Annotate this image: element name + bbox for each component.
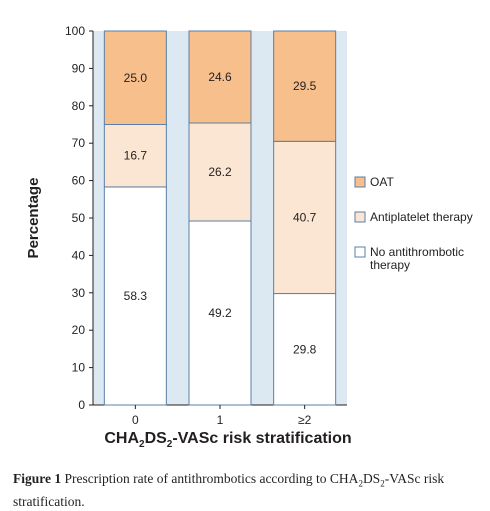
legend-label-oat: OAT: [370, 175, 394, 189]
caption-part-3: 2: [380, 478, 385, 489]
y-tick-label-30: 30: [72, 286, 86, 300]
data-label-0-antiplatelet-therapy: 16.7: [124, 149, 148, 163]
x-axis-label-part-1: 2: [139, 439, 145, 451]
y-tick-label-0: 0: [78, 398, 85, 412]
bar-1-oat: [188, 30, 252, 124]
data-label-0-no-antithrombotic-therapy: 58.3: [124, 289, 148, 303]
y-tick-label-60: 60: [72, 174, 86, 188]
y-tick-label-40: 40: [72, 248, 86, 262]
x-axis-label-part-0: CHA: [104, 430, 139, 447]
data-label-≥2-no-antithrombotic-therapy: 29.8: [293, 342, 317, 356]
bar-0-antiplatelet-therapy: [103, 124, 167, 188]
figure-caption: Figure 1 Prescription rate of antithromb…: [13, 470, 483, 511]
bar-1-no-antithrombotic-therapy: [188, 220, 252, 406]
data-label-≥2-antiplatelet-therapy: 40.7: [293, 210, 317, 224]
legend-swatch-oat: [354, 176, 366, 188]
x-axis-label-part-2: DS: [144, 430, 167, 447]
x-axis-label: CHA2DS2-VASc risk stratification: [88, 430, 368, 450]
bar-1-antiplatelet-therapy: [188, 122, 252, 222]
caption-part-2: DS: [362, 471, 381, 486]
caption-part-1: 2: [358, 478, 363, 489]
legend-label-antiplatelet-therapy: Antiplatelet therapy: [370, 210, 473, 224]
bar-≥2-oat: [273, 30, 337, 142]
caption-text: Prescription rate of antithrombotics acc…: [13, 471, 444, 509]
legend-swatch-antiplatelet-therapy: [354, 211, 366, 223]
x-axis-label-part-4: -VASc risk stratification: [172, 430, 352, 447]
x-tick-label-0: 0: [132, 413, 139, 427]
y-tick-label-100: 100: [65, 24, 85, 38]
caption-label: Figure 1: [13, 471, 62, 486]
data-label-1-no-antithrombotic-therapy: 49.2: [208, 306, 232, 320]
y-tick-label-90: 90: [72, 61, 86, 75]
y-tick-label-10: 10: [72, 361, 86, 375]
y-axis-title: Percentage: [25, 178, 42, 259]
bar-≥2-antiplatelet-therapy: [273, 140, 337, 295]
data-label-0-oat: 25.0: [124, 71, 148, 85]
bar-0-oat: [103, 30, 167, 125]
caption-part-0: Prescription rate of antithrombotics acc…: [61, 471, 359, 486]
y-tick-label-80: 80: [72, 99, 86, 113]
x-axis-label-part-3: 2: [166, 439, 173, 451]
y-tick-label-70: 70: [72, 136, 86, 150]
data-label-1-antiplatelet-therapy: 26.2: [208, 165, 232, 179]
x-tick-label-2: ≥2: [298, 413, 312, 427]
y-tick-label-50: 50: [72, 211, 86, 225]
bar-≥2-no-antithrombotic-therapy: [273, 293, 337, 406]
y-tick-label-20: 20: [72, 323, 86, 337]
legend-swatch-no-antithrombotic-therapy: [354, 246, 366, 258]
bar-0-no-antithrombotic-therapy: [103, 186, 167, 406]
stacked-bar-chart: 0102030405060708090100Percentage58.316.7…: [25, 24, 473, 427]
data-label-≥2-oat: 29.5: [293, 79, 317, 93]
legend-label-no-antithrombotic-therapy: No antithrombotic therapy: [370, 245, 464, 272]
data-label-1-oat: 24.6: [208, 70, 232, 84]
x-tick-label-1: 1: [217, 413, 224, 427]
